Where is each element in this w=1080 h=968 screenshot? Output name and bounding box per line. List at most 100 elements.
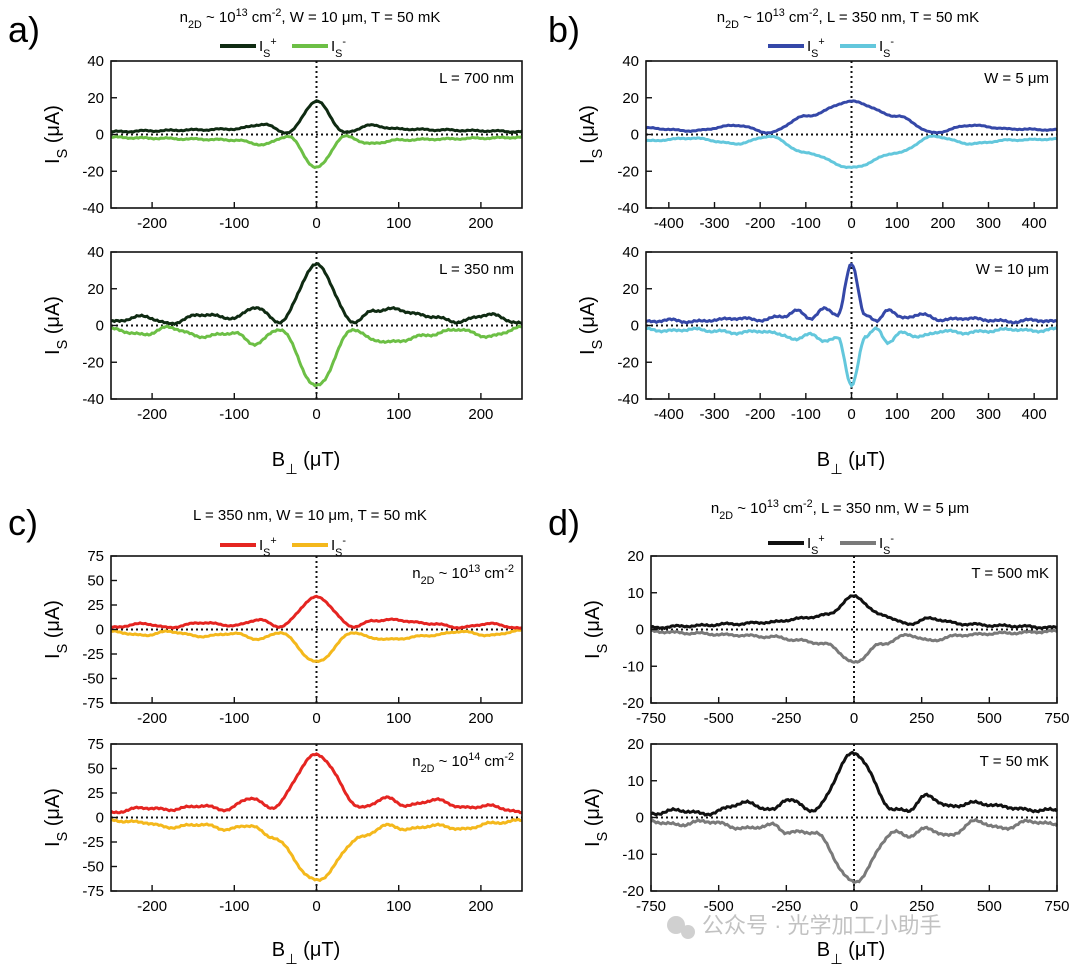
x-tick-label: -400	[654, 215, 684, 232]
series-is-minus	[645, 134, 1058, 170]
y-tick-label: 0	[631, 127, 639, 144]
y-tick-label: -20	[82, 354, 104, 371]
x-tick-label: 750	[1044, 710, 1069, 727]
x-tick-label: 400	[1022, 406, 1047, 423]
legend-label: IS-	[879, 533, 894, 557]
y-tick-label: 20	[622, 90, 639, 107]
x-axis-label: B⊥ (μT)	[817, 939, 886, 968]
y-tick-label: 0	[96, 318, 104, 335]
y-tick-label: 10	[627, 585, 644, 602]
y-tick-label: 20	[87, 90, 104, 107]
subplot-annotation: L = 700 nm	[439, 70, 514, 87]
x-tick-label: -400	[654, 406, 684, 423]
legend-label: IS+	[807, 533, 825, 557]
x-tick-label: -100	[791, 215, 821, 232]
y-axis-label: IS (μA)	[42, 788, 71, 847]
subplot-1: -20 -10 0 10 20 -750 -500 -250 0 250 500 750 IS (μA)…	[582, 548, 1070, 727]
watermark-text: 公众号 · 光学加工小助手	[702, 913, 942, 938]
y-tick-label: -40	[82, 391, 104, 408]
legend-item-2: IS-	[292, 36, 346, 60]
series-is-minus	[110, 817, 523, 883]
x-tick-label: 0	[850, 898, 858, 915]
panel-letter: b)	[548, 9, 580, 50]
y-tick-label: -20	[617, 163, 639, 180]
y-tick-label: 20	[627, 736, 644, 753]
subplot-annotation: n2D ~ 1014 cm-2	[412, 751, 514, 775]
legend-item-1: IS+	[220, 535, 277, 559]
y-tick-label: -20	[622, 883, 644, 900]
x-tick-label: -100	[219, 898, 249, 915]
wechat-icon	[667, 916, 685, 934]
legend-label: IS+	[259, 36, 277, 60]
x-axis-label: B⊥ (μT)	[817, 449, 886, 478]
x-tick-label: 300	[976, 215, 1001, 232]
y-tick-label: 0	[96, 127, 104, 144]
legend-item-1: IS+	[768, 533, 825, 557]
legend: IS+ IS-	[768, 533, 894, 557]
subplot-annotation: W = 10 μm	[976, 261, 1049, 278]
x-tick-label: -750	[636, 898, 666, 915]
watermark: 公众号 · 光学加工小助手	[667, 913, 942, 939]
legend-item-2: IS-	[292, 535, 346, 559]
x-tick-label: -750	[636, 710, 666, 727]
x-tick-label: 0	[312, 215, 320, 232]
x-tick-label: 500	[977, 710, 1002, 727]
y-tick-label: 10	[627, 773, 644, 790]
x-tick-label: 0	[312, 406, 320, 423]
x-tick-label: 0	[850, 710, 858, 727]
y-tick-label: 0	[631, 318, 639, 335]
x-tick-label: -100	[219, 215, 249, 232]
x-tick-label: 0	[847, 406, 855, 423]
x-tick-label: 0	[312, 710, 320, 727]
y-axis-label: IS (μA)	[42, 105, 71, 164]
y-tick-label: -75	[82, 695, 104, 712]
x-tick-label: -100	[219, 710, 249, 727]
subplot-annotation: W = 5 μm	[984, 70, 1049, 87]
panel-title: n2D ~ 1013 cm-2, L = 350 nm, W = 5 μm	[711, 498, 969, 522]
legend-item-1: IS+	[768, 36, 825, 60]
series-is-plus	[110, 752, 523, 815]
y-tick-label: -25	[82, 646, 104, 663]
x-tick-label: -500	[704, 710, 734, 727]
x-tick-label: -500	[704, 898, 734, 915]
panel-title: n2D ~ 1013 cm-2, L = 350 nm, T = 50 mK	[717, 7, 979, 31]
y-tick-label: -50	[82, 859, 104, 876]
x-tick-label: -300	[699, 215, 729, 232]
subplot-annotation: L = 350 nm	[439, 261, 514, 278]
x-tick-label: 100	[386, 406, 411, 423]
x-tick-label: -200	[745, 406, 775, 423]
y-tick-label: -20	[82, 163, 104, 180]
x-tick-label: 750	[1044, 898, 1069, 915]
y-tick-label: 20	[627, 548, 644, 565]
y-axis-label: IS (μA)	[42, 296, 71, 355]
x-tick-label: 400	[1022, 215, 1047, 232]
legend-label: IS-	[879, 36, 894, 60]
x-tick-label: 100	[386, 215, 411, 232]
y-tick-label: 25	[87, 785, 104, 802]
y-tick-label: -50	[82, 671, 104, 688]
y-tick-label: -20	[622, 695, 644, 712]
subplot-annotation: n2D ~ 1013 cm-2	[412, 563, 514, 587]
y-tick-label: 50	[87, 573, 104, 590]
series-is-plus	[110, 262, 523, 326]
x-tick-label: 250	[909, 898, 934, 915]
y-tick-label: 0	[636, 622, 644, 639]
y-tick-label: 20	[87, 281, 104, 298]
series-is-plus	[110, 99, 523, 135]
panel-letter: d)	[548, 502, 580, 543]
y-tick-label: 40	[87, 53, 104, 70]
legend: IS+ IS-	[220, 535, 346, 559]
legend-item-2: IS-	[840, 36, 894, 60]
series-is-plus	[650, 594, 1058, 631]
x-tick-label: -200	[137, 406, 167, 423]
x-tick-label: -200	[137, 898, 167, 915]
y-tick-label: -10	[622, 658, 644, 675]
subplot-1: -75 -50 -25 0 25 50 75 -200 -100 0 100 200 IS (μA) n2…	[42, 548, 523, 727]
panel-3: c) L = 350 nm, W = 10 μm, T = 50 mK IS+ IS-…	[8, 502, 523, 968]
panel-title: n2D ~ 1013 cm-2, W = 10 μm, T = 50 mK	[180, 7, 441, 31]
x-axis-label: B⊥ (μT)	[272, 449, 341, 478]
y-tick-label: 0	[96, 810, 104, 827]
